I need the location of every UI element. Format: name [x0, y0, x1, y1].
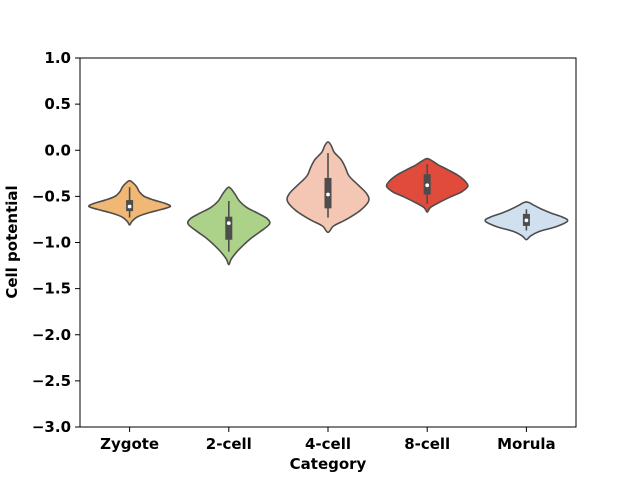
x-axis-label: Category: [290, 455, 367, 473]
x-tick-label: 8-cell: [404, 435, 450, 453]
x-axis: Zygote 2-cell 4-cell 8-cell Morula: [100, 427, 556, 453]
violin-2-cell: [186, 186, 271, 266]
violin-median: [226, 221, 231, 226]
x-tick-label: Morula: [497, 435, 556, 453]
y-tick-label: −3.0: [32, 418, 71, 436]
violins-layer: [87, 141, 569, 266]
y-tick-label: −1.0: [32, 234, 71, 252]
violin-iqr-box: [225, 216, 233, 240]
violin-median: [127, 204, 132, 209]
violin-4-cell: [286, 141, 370, 234]
violin-median: [326, 192, 330, 197]
x-tick-label: 2-cell: [206, 435, 252, 453]
y-tick-label: −1.5: [32, 280, 71, 298]
y-tick-label: 0.0: [44, 141, 71, 159]
y-axis: 1.0 0.5 0.0 −0.5 −1.0 −1.5 −2.0 −2.5 −3.0: [32, 49, 80, 436]
violin-median: [524, 218, 529, 223]
x-tick-label: Zygote: [100, 435, 159, 453]
y-tick-label: −0.5: [32, 187, 71, 205]
violin-median: [425, 183, 430, 188]
violin-8-cell: [385, 157, 469, 213]
y-tick-label: −2.0: [32, 326, 71, 344]
violin-zygote: [87, 179, 172, 226]
violin-morula: [484, 201, 569, 241]
y-tick-label: 1.0: [44, 49, 71, 67]
x-tick-label: 4-cell: [305, 435, 351, 453]
plot-frame: [79, 57, 577, 428]
y-tick-label: 0.5: [44, 95, 71, 113]
y-axis-label: Cell potential: [3, 185, 21, 298]
y-tick-label: −2.5: [32, 372, 71, 390]
